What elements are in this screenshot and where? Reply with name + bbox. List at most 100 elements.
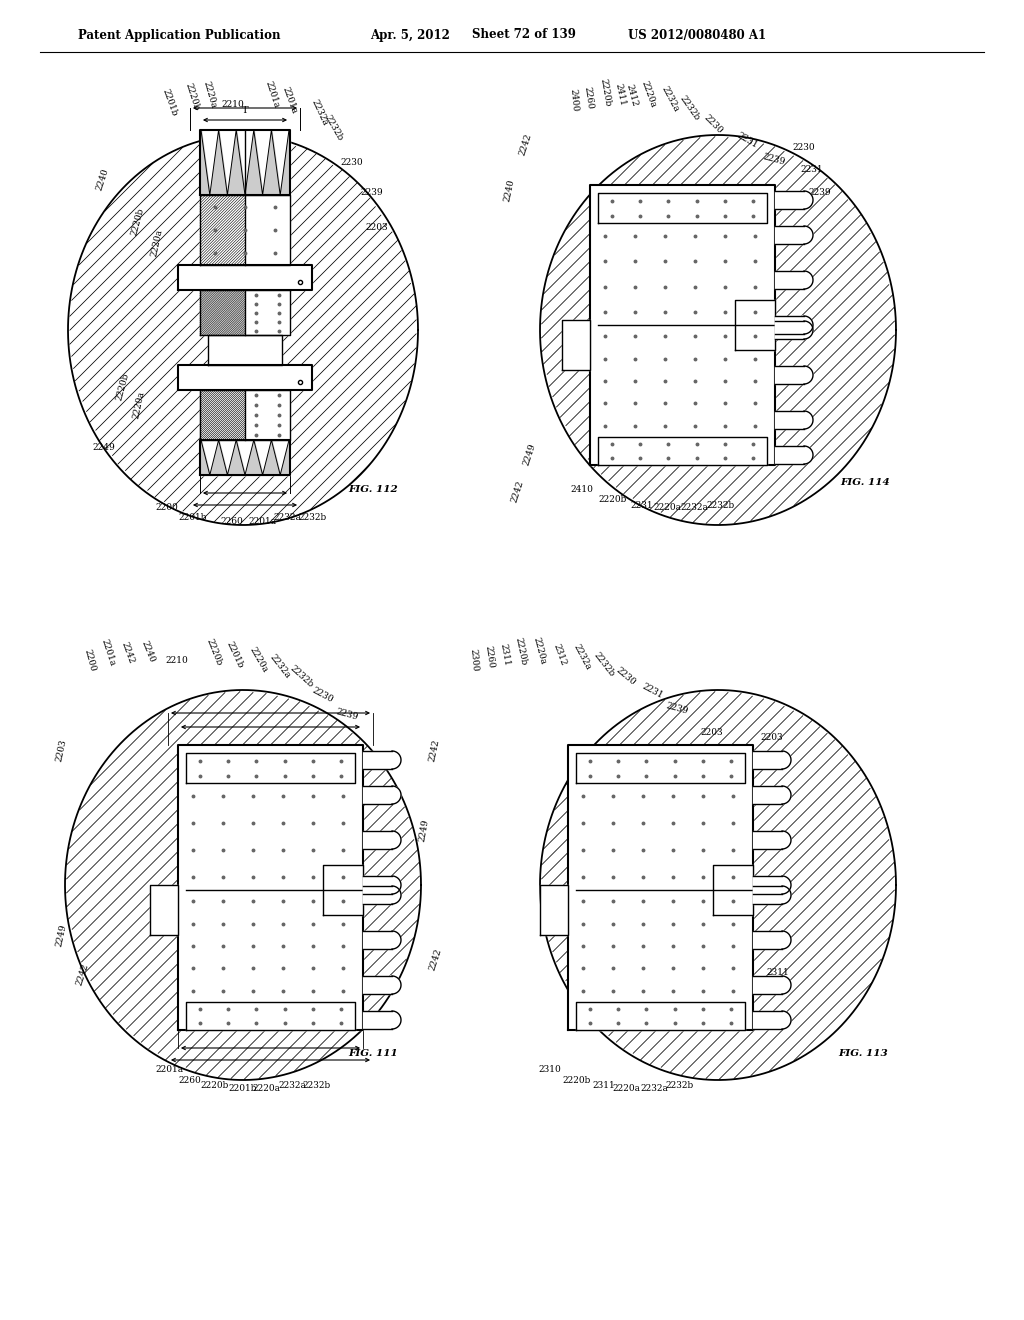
Text: 2220a: 2220a <box>653 503 681 512</box>
Text: 2240: 2240 <box>140 639 157 664</box>
Text: 2400: 2400 <box>568 88 579 112</box>
Text: 2311: 2311 <box>592 1081 614 1090</box>
Polygon shape <box>775 226 804 244</box>
Text: 2220a: 2220a <box>248 645 269 675</box>
Circle shape <box>795 411 813 429</box>
Polygon shape <box>200 129 290 195</box>
Polygon shape <box>68 135 418 525</box>
Text: 2300: 2300 <box>468 648 479 672</box>
Text: 2231: 2231 <box>735 131 759 150</box>
Text: 2220b: 2220b <box>205 638 224 667</box>
Text: 2260: 2260 <box>178 1076 201 1085</box>
Polygon shape <box>753 886 782 904</box>
Text: 2230: 2230 <box>340 158 362 168</box>
Circle shape <box>795 191 813 209</box>
Circle shape <box>773 785 791 804</box>
Polygon shape <box>753 751 782 770</box>
Polygon shape <box>753 931 782 949</box>
Text: 2239: 2239 <box>762 152 786 168</box>
Text: 2312: 2312 <box>552 643 568 667</box>
Text: 2231: 2231 <box>355 985 378 994</box>
Text: 2203: 2203 <box>365 223 388 232</box>
Circle shape <box>795 321 813 339</box>
Circle shape <box>383 876 401 894</box>
Polygon shape <box>753 832 782 849</box>
Circle shape <box>795 315 813 334</box>
Text: 2311: 2311 <box>498 643 511 667</box>
Polygon shape <box>362 751 392 770</box>
Text: 2230: 2230 <box>310 685 334 704</box>
Polygon shape <box>186 1002 355 1030</box>
Text: 2232b: 2232b <box>706 502 734 510</box>
Polygon shape <box>186 752 355 783</box>
Polygon shape <box>362 876 392 894</box>
Text: 2201a: 2201a <box>281 86 299 115</box>
Polygon shape <box>590 185 775 465</box>
Polygon shape <box>540 690 896 1080</box>
Circle shape <box>773 876 791 894</box>
Polygon shape <box>150 884 178 935</box>
Circle shape <box>795 226 813 244</box>
Text: 2230: 2230 <box>614 665 637 686</box>
Polygon shape <box>362 975 392 994</box>
Text: FIG. 114: FIG. 114 <box>840 478 890 487</box>
Polygon shape <box>598 437 767 465</box>
Text: 2201b: 2201b <box>228 1084 256 1093</box>
Polygon shape <box>362 832 392 849</box>
Text: 2232a: 2232a <box>572 643 593 672</box>
Polygon shape <box>775 446 804 465</box>
Text: 2232a: 2232a <box>273 513 301 521</box>
Text: 2220a: 2220a <box>640 79 658 110</box>
Text: 2242: 2242 <box>120 640 136 665</box>
Polygon shape <box>362 886 392 904</box>
Text: 2242: 2242 <box>75 962 90 987</box>
Polygon shape <box>178 744 362 1030</box>
Text: 2210: 2210 <box>221 100 245 110</box>
Polygon shape <box>200 389 290 440</box>
Text: 2249: 2249 <box>55 923 69 946</box>
Polygon shape <box>208 335 282 366</box>
Text: 2201a: 2201a <box>263 79 281 110</box>
Text: US 2012/0080480 A1: US 2012/0080480 A1 <box>628 29 766 41</box>
Text: 2310: 2310 <box>538 1065 561 1074</box>
Text: 2201a: 2201a <box>155 1065 183 1074</box>
Text: 2232a: 2232a <box>640 1084 668 1093</box>
Circle shape <box>383 785 401 804</box>
Text: 2232b: 2232b <box>323 114 345 143</box>
Text: 2242: 2242 <box>518 133 534 157</box>
Text: 2232b: 2232b <box>592 651 616 678</box>
Text: 2242: 2242 <box>510 479 525 504</box>
Circle shape <box>383 886 401 904</box>
Polygon shape <box>362 785 392 804</box>
Text: 2220b: 2220b <box>115 372 131 403</box>
Text: 2260: 2260 <box>582 86 594 110</box>
Polygon shape <box>200 195 290 265</box>
Polygon shape <box>753 975 782 994</box>
Text: 2239: 2239 <box>808 187 830 197</box>
Polygon shape <box>200 440 290 475</box>
Text: 2412: 2412 <box>625 83 640 107</box>
Text: 2230: 2230 <box>792 143 815 152</box>
Text: 2311: 2311 <box>766 968 788 977</box>
Text: 2232a: 2232a <box>680 503 708 512</box>
Polygon shape <box>775 366 804 384</box>
Text: FIG. 111: FIG. 111 <box>348 1049 397 1059</box>
Polygon shape <box>713 865 753 915</box>
Text: 2232b: 2232b <box>665 1081 693 1090</box>
Text: 2231: 2231 <box>800 165 822 174</box>
Text: 2239: 2239 <box>665 701 689 715</box>
Polygon shape <box>178 265 312 290</box>
Text: 2220a: 2220a <box>532 636 548 667</box>
Polygon shape <box>775 315 804 334</box>
Text: 2232a: 2232a <box>660 86 681 114</box>
Polygon shape <box>540 135 896 525</box>
Text: 2220a: 2220a <box>252 1084 280 1093</box>
Text: 2203: 2203 <box>700 729 723 737</box>
Text: 2232a: 2232a <box>310 98 330 127</box>
Text: 2220a: 2220a <box>612 1084 640 1093</box>
Text: 2203: 2203 <box>760 733 782 742</box>
Polygon shape <box>568 744 753 1030</box>
Polygon shape <box>562 319 590 370</box>
Text: 2232a: 2232a <box>268 652 292 680</box>
Text: 2201b: 2201b <box>178 513 207 521</box>
